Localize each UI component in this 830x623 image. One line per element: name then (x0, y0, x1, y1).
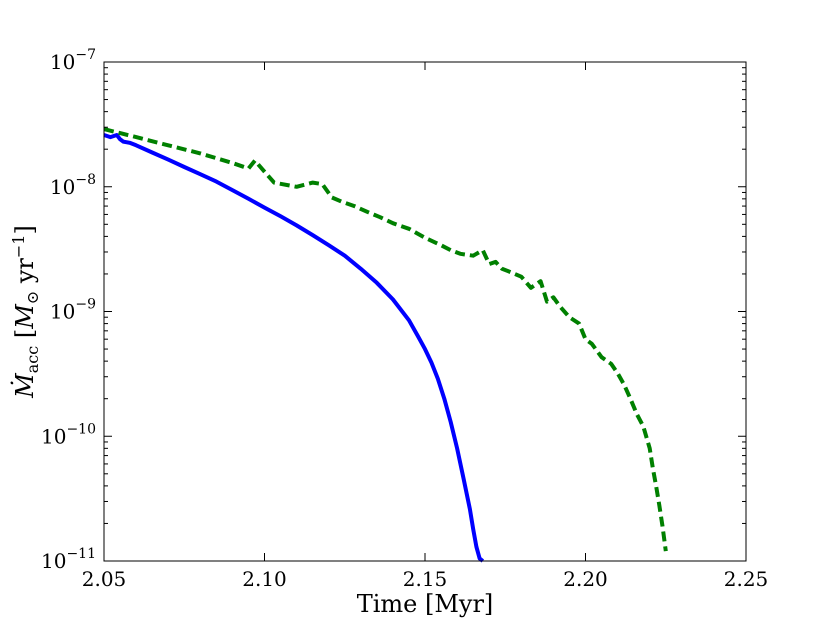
tick-layer: 2.05 2.10 2.15 2.20 2.25 10−11 10−10 10−9 10−8 10… (41, 47, 768, 591)
y-tick-label: 10−10 (41, 421, 96, 448)
y-label-close: ] (11, 225, 39, 234)
y-tick-label: 10−8 (50, 172, 96, 199)
y-label-subscript: acc (23, 346, 42, 374)
series-layer (103, 127, 668, 563)
y-label-open: [ (11, 329, 39, 346)
x-tick-label: 2.05 (82, 567, 127, 591)
y-axis-label: Ṁacc [M⊙ yr−1] (9, 225, 42, 399)
series-1-line (103, 133, 485, 563)
x-tick-label: 2.10 (242, 567, 287, 591)
series-2-line (103, 127, 668, 552)
y-tick-label: 10−7 (50, 47, 96, 74)
x-tick-label: 2.25 (724, 567, 769, 591)
x-axis-label: Time [Myr] (357, 590, 494, 618)
y-tick-label: 10−11 (41, 546, 96, 573)
y-label-unit-exponent: −1 (9, 235, 28, 259)
y-label-unit-subscript: ⊙ (23, 291, 42, 304)
y-tick-label: 10−9 (50, 297, 96, 324)
x-tick-label: 2.15 (403, 567, 448, 591)
x-tick-label: 2.20 (563, 567, 608, 591)
y-label-unit-symbol: M (11, 303, 39, 330)
y-label-symbol: Ṁ (10, 372, 39, 399)
y-label-unit-mid: yr (11, 258, 39, 291)
